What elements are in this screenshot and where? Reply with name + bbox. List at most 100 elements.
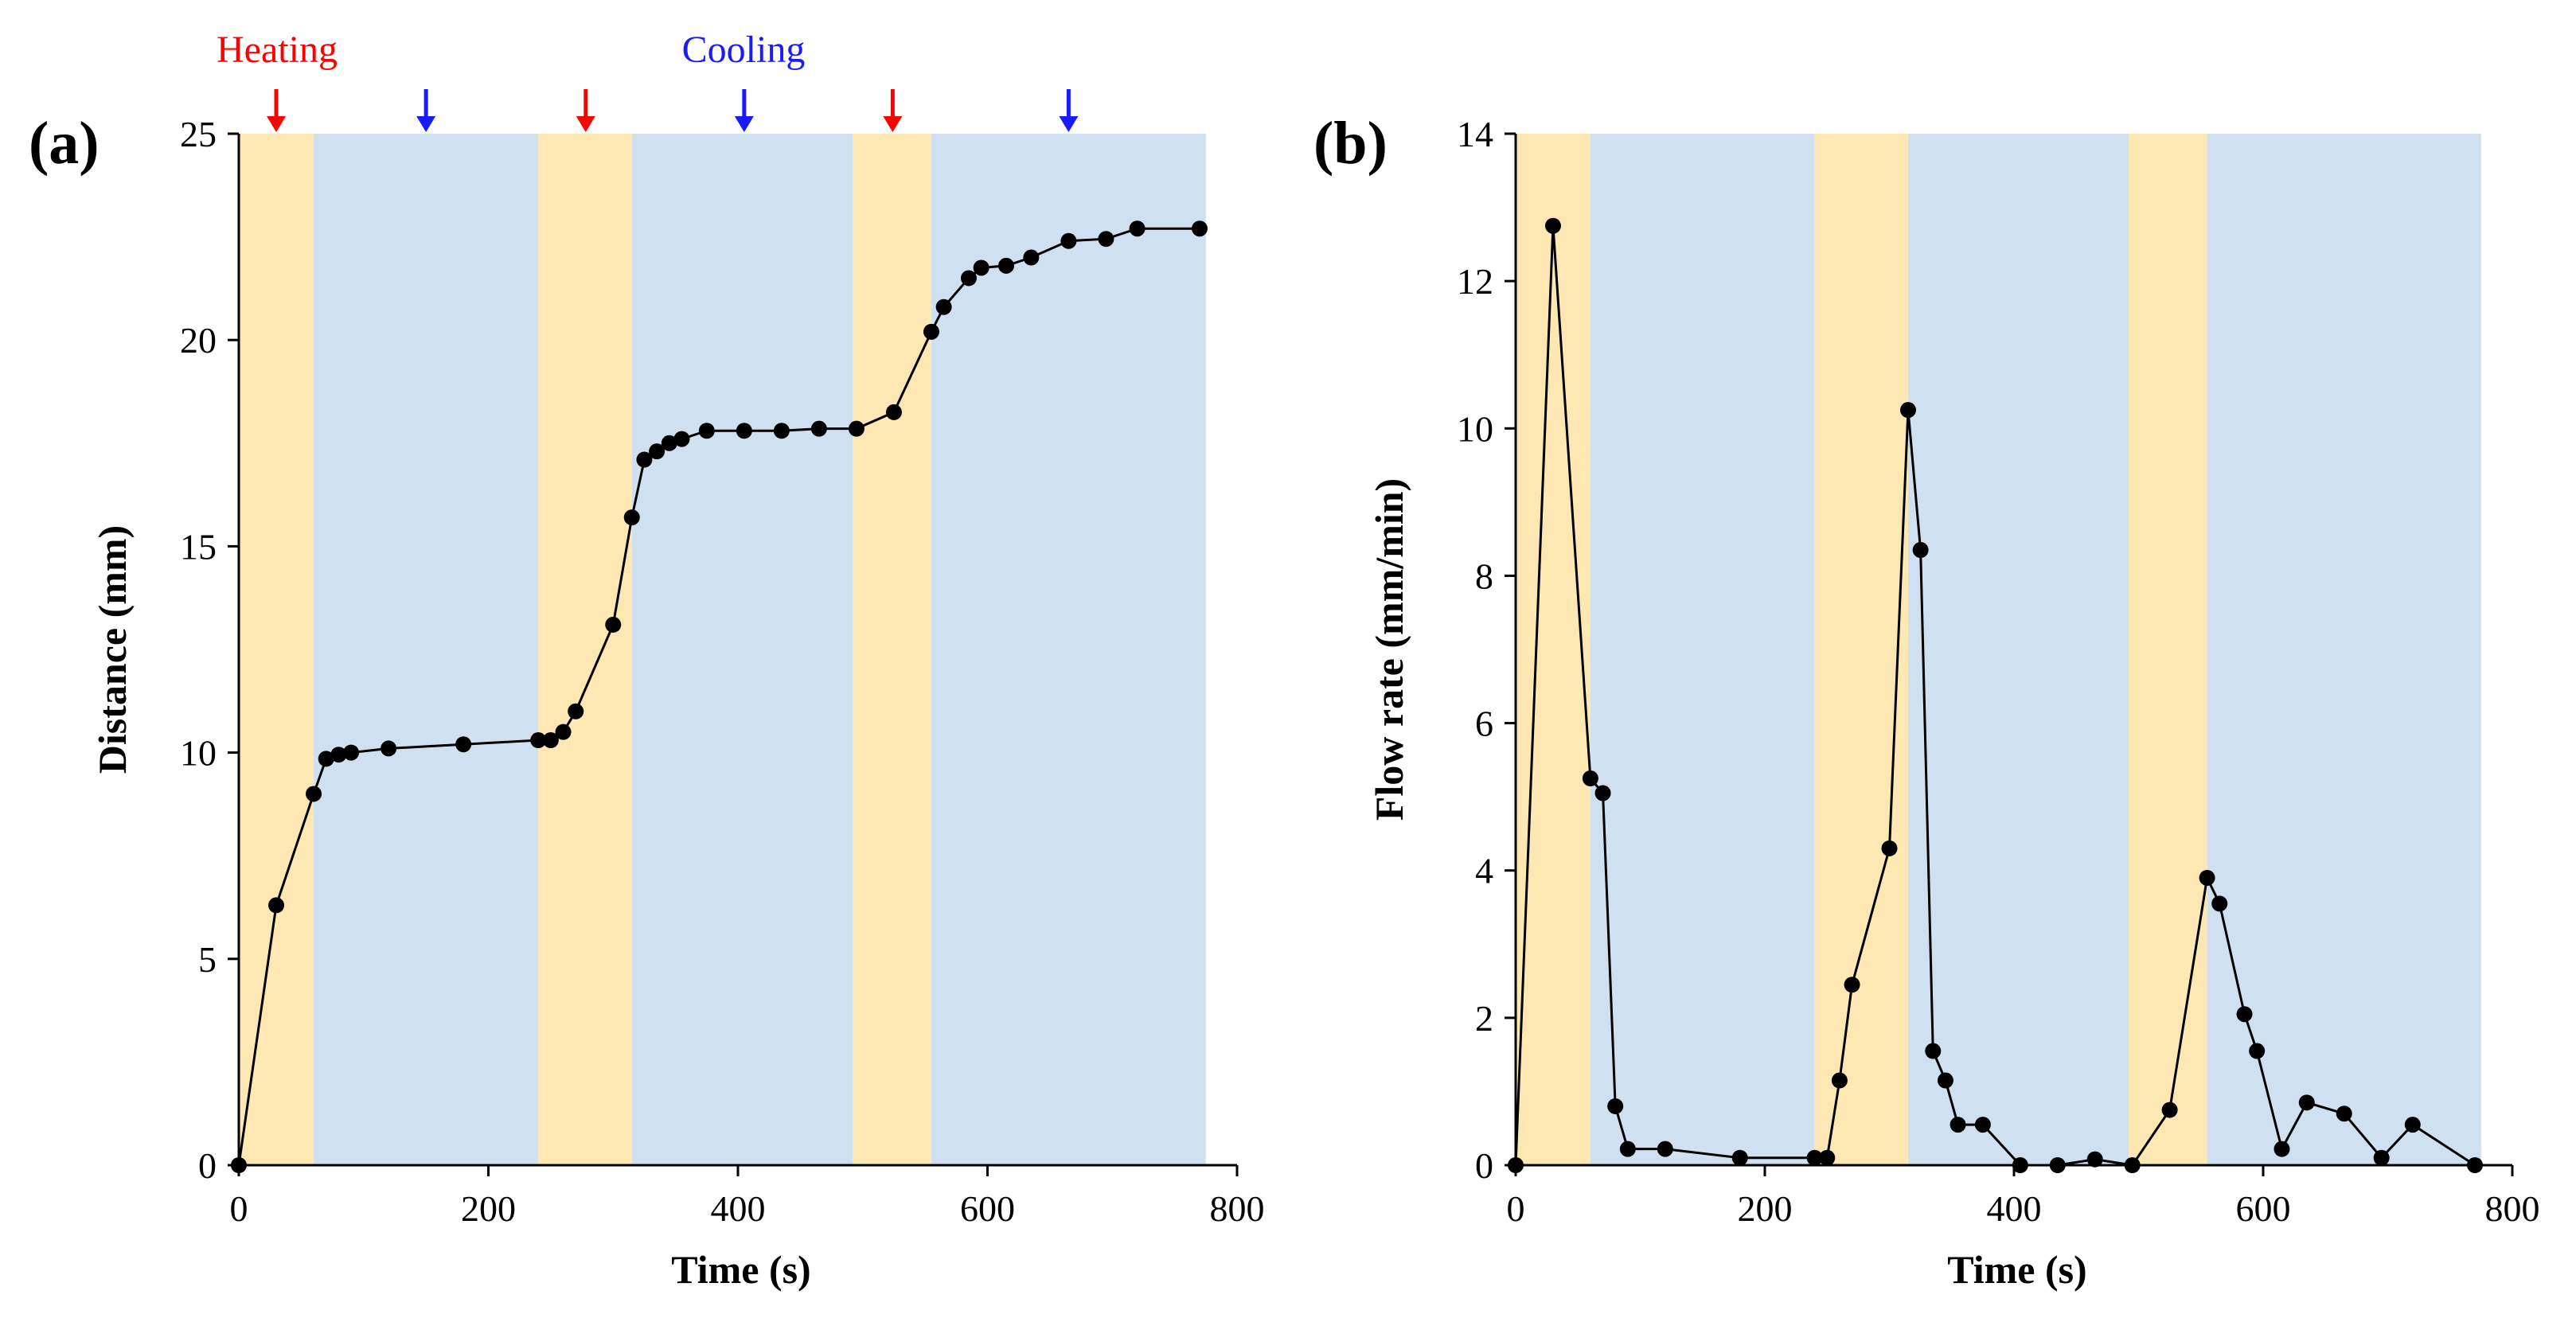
y-tick-label: 0	[1475, 1145, 1493, 1186]
data-point	[2467, 1157, 2484, 1173]
data-point	[885, 404, 902, 420]
data-point	[306, 786, 322, 802]
x-tick-label: 0	[1507, 1188, 1525, 1229]
data-point	[636, 451, 653, 468]
data-point	[1619, 1141, 1636, 1157]
data-point	[1937, 1072, 1953, 1089]
data-point	[998, 257, 1015, 274]
data-point	[736, 423, 752, 439]
heating-arrow-icon	[267, 116, 287, 132]
data-point	[2211, 895, 2228, 912]
data-point	[1831, 1072, 1848, 1089]
shaded-band-cooling-4	[1907, 134, 2129, 1165]
panel-label: (a)	[29, 110, 100, 177]
series-line	[1514, 225, 2476, 1167]
data-point	[1607, 1098, 1624, 1114]
x-tick-label: 600	[2236, 1188, 2291, 1229]
data-point	[343, 744, 360, 761]
panel-a-chart: 0 200 400 600 800 0 5 10 15 20 25 Time (s) Distance …	[29, 110, 1265, 1292]
x-tick-label: 800	[2485, 1188, 2540, 1229]
shaded-band-cooling-2	[1590, 134, 1815, 1165]
data-point	[530, 732, 547, 749]
x-tick-label: 400	[1987, 1188, 2042, 1229]
data-point	[318, 751, 334, 767]
data-point	[2336, 1105, 2352, 1122]
data-point	[1129, 220, 1146, 237]
cooling-arrow-icon	[416, 116, 436, 132]
y-tick-label: 2	[1475, 998, 1493, 1039]
data-point	[2274, 1141, 2290, 1157]
y-tick-label: 10	[1457, 408, 1493, 449]
shaded-band-cooling-4	[631, 134, 853, 1165]
data-point	[2124, 1157, 2141, 1173]
data-point	[231, 1157, 247, 1173]
x-tick-label: 600	[960, 1188, 1015, 1229]
data-point	[2049, 1157, 2066, 1173]
data-point	[381, 740, 397, 757]
cooling-arrow-icon	[1059, 116, 1079, 132]
y-tick-label: 5	[198, 939, 217, 980]
data-point	[568, 703, 584, 719]
data-point	[1731, 1149, 1748, 1166]
data-point	[698, 423, 715, 439]
data-point	[1544, 217, 1561, 234]
x-axis-title: Time (s)	[671, 1247, 810, 1292]
data-point	[1098, 231, 1114, 248]
data-point	[661, 435, 677, 451]
x-tick-label: 800	[1210, 1188, 1265, 1229]
y-tick-label: 25	[180, 114, 217, 154]
data-point	[1844, 977, 1860, 993]
data-point	[623, 509, 640, 526]
heating-arrow-icon	[883, 116, 903, 132]
cooling-arrow-icon	[734, 116, 754, 132]
shaded-band-heating-1	[1516, 134, 1590, 1165]
data-point	[1925, 1043, 1942, 1059]
x-tick-label: 400	[711, 1188, 766, 1229]
y-axis-title: Flow rate (mm/min)	[1367, 478, 1411, 821]
data-point	[1594, 785, 1611, 801]
data-point	[2404, 1117, 2421, 1133]
shaded-band-cooling-6	[2207, 134, 2481, 1165]
data-point	[649, 443, 665, 460]
data-point	[1974, 1117, 1991, 1133]
phase-annotations	[267, 89, 1079, 132]
shaded-band-heating-3	[538, 134, 632, 1165]
data-point	[2012, 1157, 2028, 1173]
y-tick-label: 10	[180, 733, 217, 774]
data-point	[673, 431, 690, 447]
data-point	[605, 616, 622, 633]
data-point	[923, 323, 939, 340]
y-tick-label: 12	[1457, 261, 1493, 302]
data-point	[2373, 1149, 2390, 1166]
data-point	[1881, 840, 1898, 856]
heating-label: Heating	[217, 29, 338, 71]
y-tick-label: 0	[198, 1145, 217, 1186]
data-point	[1912, 542, 1929, 559]
data-point	[330, 747, 347, 763]
cooling-label: Cooling	[682, 29, 806, 71]
data-point	[1806, 1149, 1823, 1166]
data-point	[2298, 1094, 2315, 1111]
y-axis-title: Distance (mm)	[90, 525, 135, 774]
data-point	[1023, 249, 1040, 266]
y-tick-label: 6	[1475, 704, 1493, 744]
data-point	[455, 736, 472, 753]
data-point	[1582, 770, 1598, 786]
shaded-band-heating-5	[853, 134, 931, 1165]
shaded-band-cooling-6	[931, 134, 1206, 1165]
x-tick-label: 0	[230, 1188, 248, 1229]
data-point	[960, 270, 977, 287]
data-point	[555, 723, 572, 740]
shaded-band-cooling-2	[314, 134, 539, 1165]
data-point	[773, 423, 790, 439]
data-point	[2249, 1043, 2266, 1059]
y-tick-label: 8	[1475, 556, 1493, 596]
data-point	[268, 897, 285, 914]
data-point	[810, 420, 827, 437]
data-point	[1191, 220, 1208, 237]
data-point	[935, 298, 952, 315]
x-tick-label: 200	[461, 1188, 516, 1229]
y-tick-label: 15	[180, 526, 217, 567]
data-point	[2236, 1006, 2253, 1023]
